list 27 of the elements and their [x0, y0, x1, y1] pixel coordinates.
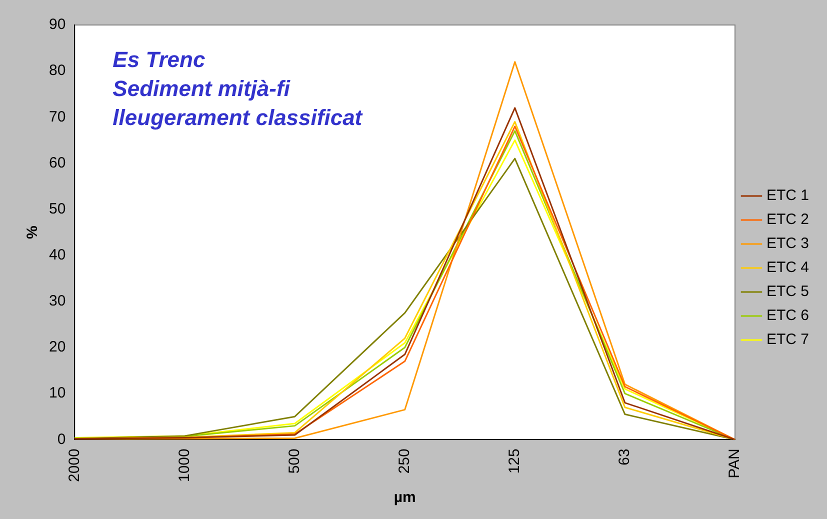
x-tick-label: 500	[286, 448, 303, 474]
x-tick-label: 63	[616, 448, 634, 466]
y-tick-label: 80	[48, 62, 66, 80]
x-axis-title: µm	[394, 489, 416, 506]
text: Es Trenc Sediment mitjà-fi lleugerament classificat	[112, 47, 364, 130]
y-tick-label: 0	[57, 430, 66, 448]
x-tick-label: 1000	[176, 448, 193, 482]
legend-label: ETC 6	[766, 307, 810, 324]
x-tick-label: 2000	[66, 448, 83, 482]
y-tick-label: 30	[48, 292, 66, 310]
y-tick-label: 60	[48, 154, 66, 172]
y-tick-label: 10	[48, 384, 66, 402]
y-tick-label: 20	[48, 338, 66, 356]
legend-label: ETC 2	[766, 211, 810, 228]
y-axis-title: %	[24, 226, 42, 239]
legend-label: ETC 7	[766, 331, 810, 348]
x-tick-label: 250	[396, 448, 413, 474]
x-tick-label: 125	[506, 448, 524, 474]
y-tick-label: 90	[48, 16, 66, 34]
y-tick-label: 40	[48, 246, 66, 264]
legend-label: ETC 3	[766, 235, 810, 252]
legend-label: ETC 1	[766, 187, 810, 204]
legend-label: ETC 4	[766, 259, 810, 276]
legend-label: ETC 5	[766, 283, 810, 300]
x-tick-label: PAN	[726, 448, 744, 478]
y-tick-label: 70	[48, 108, 66, 126]
y-tick-label: 50	[48, 200, 66, 218]
